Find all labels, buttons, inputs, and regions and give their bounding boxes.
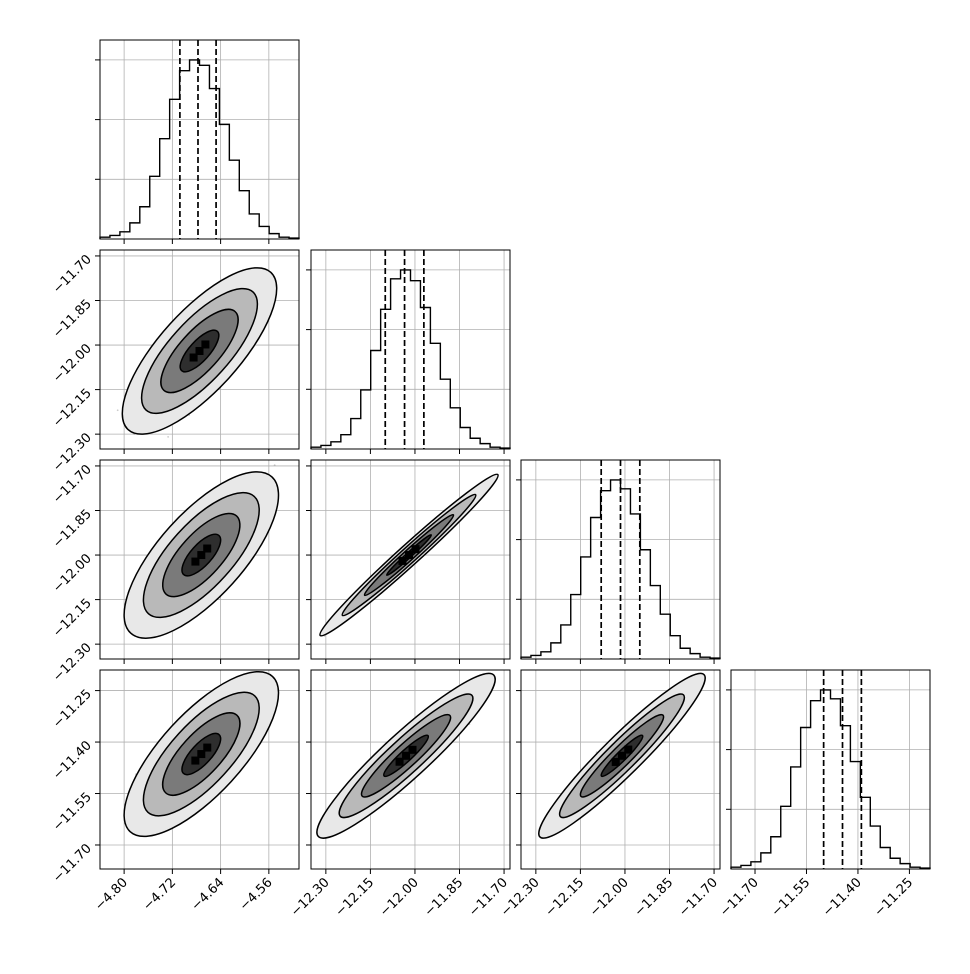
hist-panel-0 — [95, 40, 299, 239]
scatter-point — [167, 436, 169, 438]
pair-panel-2-0 — [99, 449, 303, 662]
pair-panel-1-0 — [99, 245, 301, 456]
pair-panel-2-1 — [311, 460, 510, 659]
core-cell — [412, 545, 420, 553]
hist-panel-3 — [726, 670, 930, 869]
pair-panel-3-0 — [100, 649, 302, 869]
core-cell — [201, 340, 209, 348]
hist-panel-1 — [306, 250, 510, 449]
scatter-point — [117, 409, 119, 411]
hist-panel-2 — [516, 460, 720, 659]
hist-background-3 — [731, 670, 930, 869]
scatter-point — [274, 464, 276, 466]
core-cell — [203, 545, 211, 553]
